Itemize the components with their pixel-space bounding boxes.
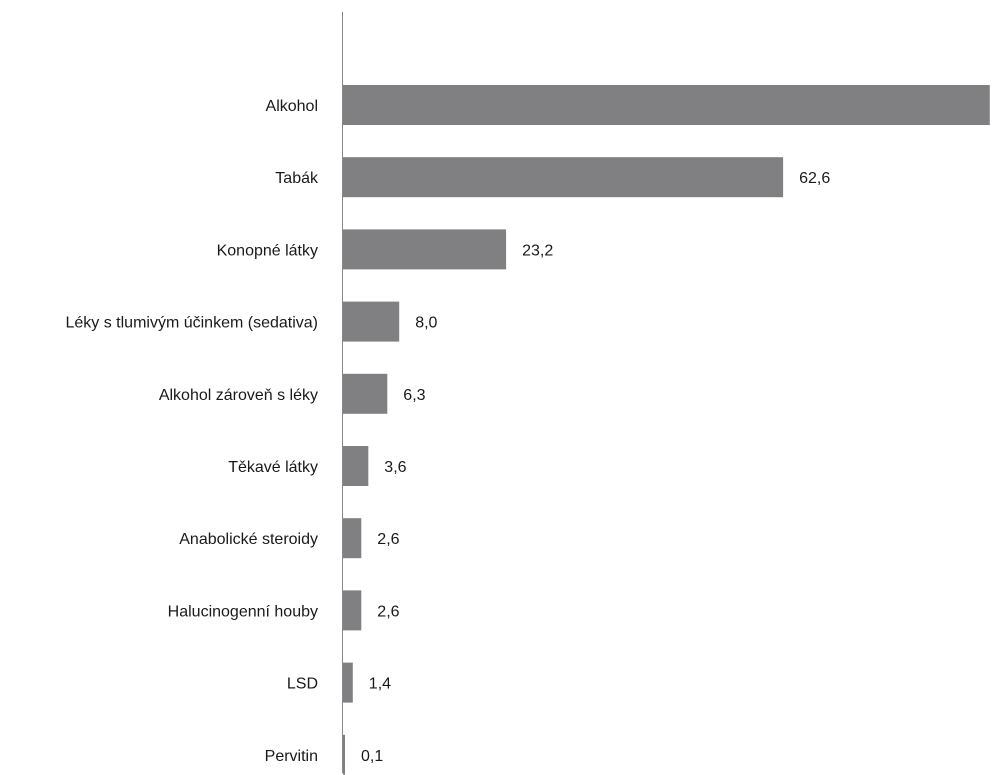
bars-layer xyxy=(343,85,990,775)
bar xyxy=(343,590,362,631)
bar xyxy=(343,734,345,775)
value-label: 8,0 xyxy=(415,315,437,332)
bar xyxy=(343,446,369,486)
category-label: Léky s tlumivým účinkem (sedativa) xyxy=(65,315,318,332)
bar xyxy=(343,157,784,198)
bar xyxy=(343,518,362,559)
bar xyxy=(343,373,388,414)
value-label: 6,3 xyxy=(403,387,425,404)
category-label: Halucinogenní houby xyxy=(168,603,318,620)
value-label: 0,1 xyxy=(361,748,383,765)
bar xyxy=(343,662,353,703)
bar xyxy=(343,301,400,342)
category-label: Alkohol xyxy=(266,98,318,115)
category-label: Alkohol zároveň s léky xyxy=(159,387,318,404)
category-label: LSD xyxy=(287,676,318,693)
category-label: Tabák xyxy=(275,170,319,187)
value-label: 1,4 xyxy=(369,676,391,693)
category-label: Anabolické steroidy xyxy=(179,531,318,548)
category-label: Pervitin xyxy=(265,748,318,765)
category-label: Konopné látky xyxy=(217,242,318,259)
value-label: 23,2 xyxy=(522,242,553,259)
value-label: 2,6 xyxy=(377,531,399,548)
bar xyxy=(343,85,990,125)
category-label: Těkavé látky xyxy=(228,459,318,476)
value-label: 3,6 xyxy=(384,459,406,476)
bar xyxy=(343,229,507,270)
value-label: 2,6 xyxy=(377,603,399,620)
value-label: 62,6 xyxy=(799,170,830,187)
